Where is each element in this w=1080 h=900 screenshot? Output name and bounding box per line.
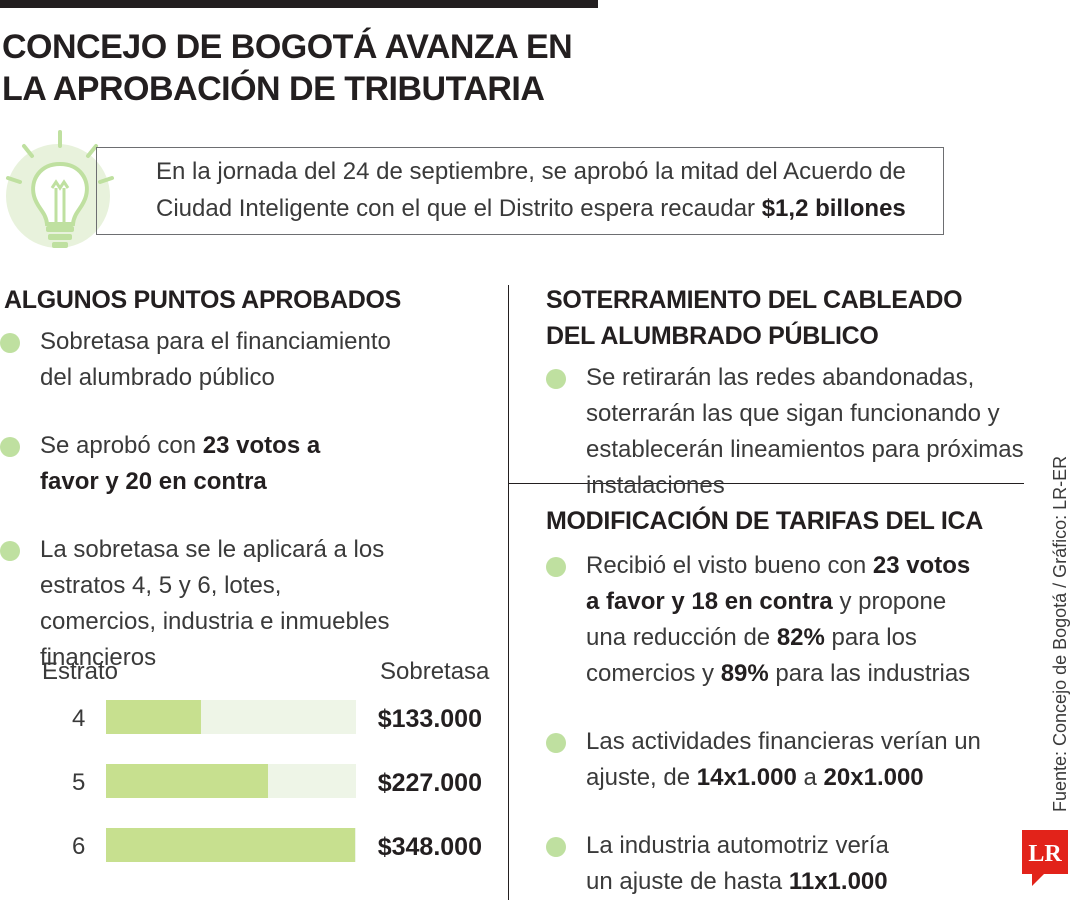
estrato-label: 5: [72, 769, 86, 796]
sobretasa-bar: [106, 764, 268, 798]
bar-track: [106, 764, 356, 798]
bar-track: [106, 700, 356, 734]
intro-text: En la jornada del 24 de septiembre, se a…: [156, 158, 906, 222]
intro-highlight: $1,2 billones: [761, 195, 906, 222]
sobretasa-bar: [106, 828, 355, 862]
right-bottom-section-title: MODIFICACIÓN DE TARIFAS DEL ICA: [546, 507, 984, 535]
sobretasa-value: $348.000: [377, 833, 482, 861]
bullet-dot: [0, 437, 20, 457]
left-bullet-3: La sobretasa se le aplicará a los estrat…: [0, 532, 400, 676]
top-rule: [0, 0, 598, 8]
left-section-title: ALGUNOS PUNTOS APROBADOS: [4, 286, 401, 314]
column-divider: [508, 285, 509, 900]
bar-track: [106, 828, 356, 862]
table-header-estrato: Estrato: [42, 658, 119, 685]
section-divider: [508, 483, 1024, 484]
right-bottom-bullet-2: Las actividades financieras verían un aj…: [546, 724, 986, 796]
left-bullet-2: Se aprobó con 23 votos a favor y 20 en c…: [0, 428, 340, 500]
right-bottom-bullet-3: La industria automotriz vería un ajuste …: [546, 828, 906, 900]
right-bottom-bullet-1: Recibió el visto bueno con 23 votos a fa…: [546, 548, 986, 692]
table-header-sobretasa: Sobretasa: [380, 658, 490, 685]
bullet-dot: [0, 333, 20, 353]
left-bullet-1: Sobretasa para el financiamiento del alu…: [0, 324, 420, 396]
bullet-dot: [546, 733, 566, 753]
sobretasa-bar: [106, 700, 201, 734]
intro-box: [96, 147, 944, 235]
headline: CONCEJO DE BOGOTÁ AVANZA EN LA APROBACIÓ…: [2, 28, 573, 108]
estrato-label: 4: [72, 705, 86, 732]
right-top-section-title: SOTERRAMIENTO DEL CABLEADO DEL ALUMBRADO…: [546, 286, 963, 350]
sobretasa-value: $227.000: [377, 769, 482, 797]
estrato-label: 6: [72, 833, 86, 860]
bullet-dot: [546, 837, 566, 857]
bullet-dot: [546, 369, 566, 389]
bullet-dot: [546, 557, 566, 577]
lr-logo: LR: [1022, 830, 1068, 886]
source-credit: Fuente: Concejo de Bogotá / Gráfico: LR-…: [1050, 455, 1070, 812]
bullet-dot: [0, 541, 20, 561]
lightbulb-icon: [6, 130, 114, 248]
sobretasa-value: $133.000: [377, 705, 482, 733]
right-top-bullet-1: Se retirarán las redes abandonadas, sote…: [546, 360, 1066, 504]
logo-text: LR: [1028, 841, 1062, 867]
